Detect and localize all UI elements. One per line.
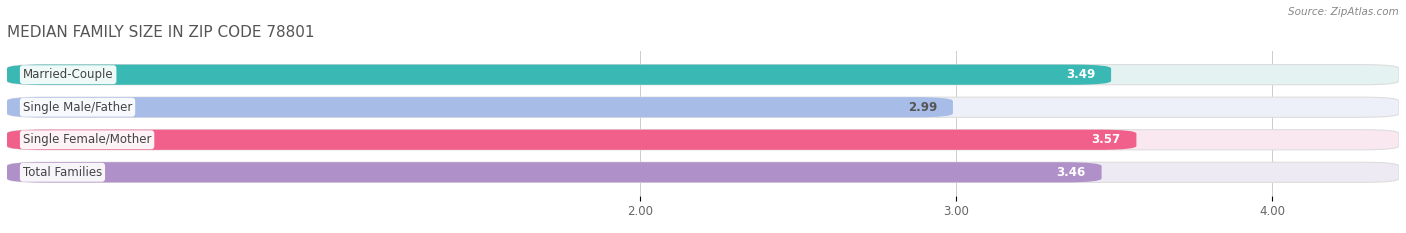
Text: Single Female/Mother: Single Female/Mother bbox=[22, 133, 152, 146]
Text: Single Male/Father: Single Male/Father bbox=[22, 101, 132, 114]
Text: 3.57: 3.57 bbox=[1091, 133, 1121, 146]
FancyBboxPatch shape bbox=[7, 65, 1399, 85]
FancyBboxPatch shape bbox=[7, 65, 1111, 85]
FancyBboxPatch shape bbox=[7, 130, 1136, 150]
Text: Total Families: Total Families bbox=[22, 166, 103, 179]
FancyBboxPatch shape bbox=[7, 162, 1102, 182]
Text: MEDIAN FAMILY SIZE IN ZIP CODE 78801: MEDIAN FAMILY SIZE IN ZIP CODE 78801 bbox=[7, 25, 315, 40]
Text: 3.49: 3.49 bbox=[1066, 68, 1095, 81]
Text: 2.99: 2.99 bbox=[908, 101, 938, 114]
Text: Married-Couple: Married-Couple bbox=[22, 68, 114, 81]
FancyBboxPatch shape bbox=[7, 97, 953, 117]
FancyBboxPatch shape bbox=[7, 162, 1399, 182]
Text: Source: ZipAtlas.com: Source: ZipAtlas.com bbox=[1288, 7, 1399, 17]
FancyBboxPatch shape bbox=[7, 130, 1399, 150]
FancyBboxPatch shape bbox=[7, 97, 1399, 117]
Text: 3.46: 3.46 bbox=[1056, 166, 1085, 179]
